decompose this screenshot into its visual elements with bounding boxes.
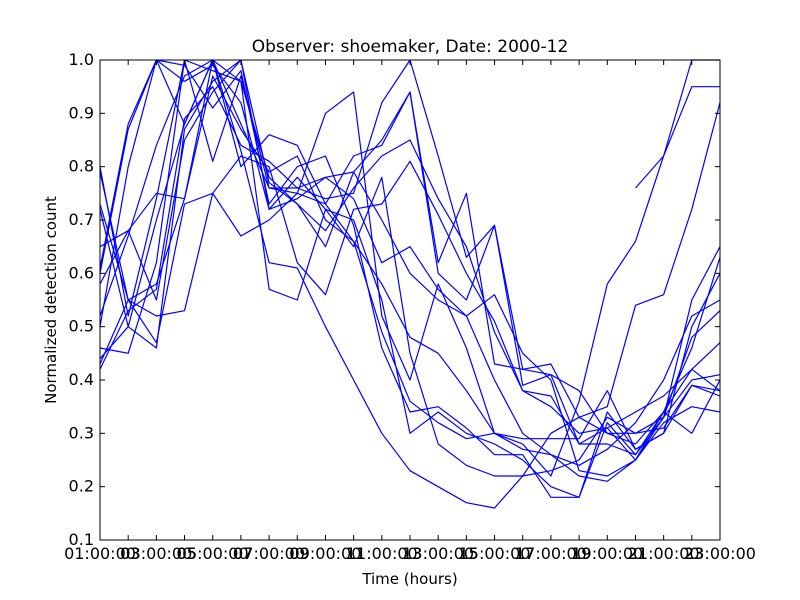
y-tick-label: 0.5	[69, 317, 94, 336]
x-minor-tick-label: 11	[345, 544, 365, 563]
series-line-14	[635, 86, 720, 189]
y-tick-label: 0.9	[69, 103, 94, 122]
x-tick-label: 03:00:00	[120, 544, 192, 563]
tick-layer: 01:00:0003:00:0005:00:0007:00:0009:00:00…	[64, 50, 756, 563]
series-line-7	[99, 155, 721, 456]
x-tick-label: 13:00:00	[402, 544, 474, 563]
series-line-3	[99, 59, 721, 498]
y-tick-label: 0.2	[69, 477, 94, 496]
x-tick-label: 19:00:00	[571, 544, 643, 563]
y-tick-label: 0.6	[69, 263, 94, 282]
x-tick-label: 23:00:00	[684, 544, 756, 563]
x-tick-label: 17:00:00	[515, 544, 587, 563]
plot-frame	[99, 59, 721, 541]
x-tick-label: 01:00:00	[64, 544, 136, 563]
x-minor-tick-label: 23	[684, 544, 704, 563]
x-axis-label: Time (hours)	[361, 570, 457, 588]
x-minor-tick-label: 17	[515, 544, 535, 563]
y-tick-label: 0.8	[69, 157, 94, 176]
x-minor-tick-label: 21	[627, 544, 647, 563]
x-tick-label: 09:00:00	[290, 544, 362, 563]
series-line-15	[99, 59, 720, 477]
x-minor-tick-label: 15	[458, 544, 478, 563]
series-line-9	[99, 59, 721, 477]
x-minor-tick-label: 07	[233, 544, 253, 563]
chart-title: Observer: shoemaker, Date: 2000-12	[252, 37, 569, 57]
y-tick-label: 0.1	[69, 530, 94, 549]
y-tick-label: 0.4	[69, 370, 94, 389]
y-tick-label: 0.3	[69, 423, 94, 442]
x-tick-label: 21:00:00	[628, 544, 700, 563]
x-minor-tick-label: 03	[120, 544, 140, 563]
y-axis-label: Normalized detection count	[42, 196, 60, 404]
x-minor-tick-label: 13	[402, 544, 422, 563]
series-line-8	[99, 59, 721, 477]
y-tick-label: 0.7	[69, 210, 94, 229]
series-line-11	[99, 192, 721, 466]
series-line-13	[99, 59, 721, 509]
x-minor-tick-label: 05	[176, 544, 196, 563]
y-tick-label: 1.0	[69, 50, 94, 69]
series-line-6	[99, 59, 721, 434]
series-line-1	[99, 59, 721, 450]
series-line-5	[99, 59, 721, 445]
x-minor-tick-label: 09	[289, 544, 309, 563]
x-minor-tick-label: 19	[571, 544, 591, 563]
series-line-12	[99, 86, 721, 482]
series-layer	[99, 59, 721, 509]
x-tick-label: 15:00:00	[459, 544, 531, 563]
x-tick-label: 07:00:00	[233, 544, 305, 563]
x-tick-label: 11:00:00	[346, 544, 418, 563]
x-tick-label: 05:00:00	[177, 544, 249, 563]
